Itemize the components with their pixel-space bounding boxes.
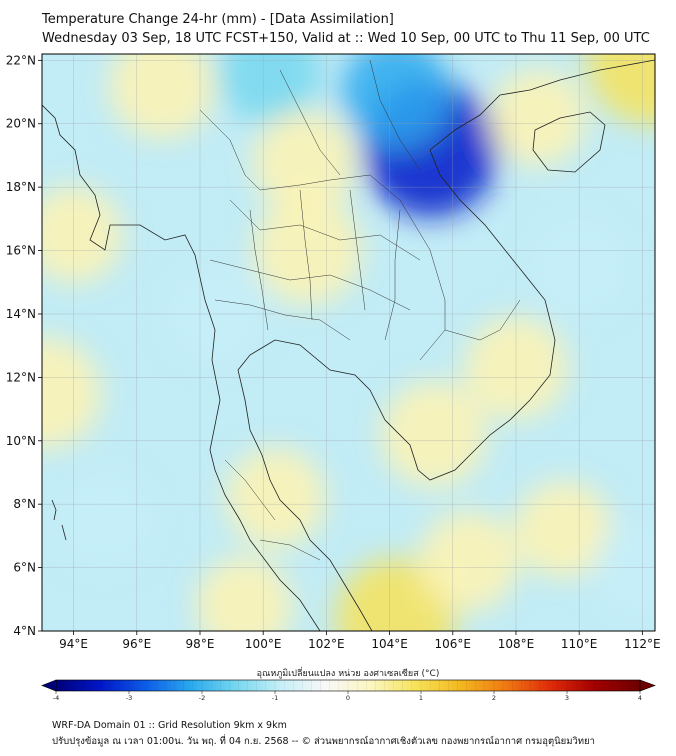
anomaly-cell — [380, 381, 487, 488]
axis-ticks: 94°E 96°E 98°E 100°E 102°E 104°E 106°E 108°E 110… — [6, 53, 661, 651]
colorbar-tick-label: -1 — [272, 694, 278, 702]
map-subtitle: Wednesday 03 Sep, 18 UTC FCST+150, Valid… — [42, 31, 650, 46]
lon-tick-label: 96°E — [122, 637, 151, 651]
anomaly-cell — [418, 511, 519, 612]
footer-credit: ปรับปรุงข้อมูล ณ เวลา 01:00น. วัน พฤ. ที… — [52, 736, 595, 747]
province-borders — [199, 59, 521, 561]
colorbar-tick-label: 1 — [419, 694, 423, 702]
anomaly-cell — [195, 557, 293, 631]
anomaly-cell — [109, 54, 216, 139]
lat-tick-label: 22°N — [6, 53, 36, 67]
lon-tick-label: 108°E — [498, 637, 535, 651]
lon-tick-label: 112°E — [624, 637, 661, 651]
graticule — [42, 54, 655, 632]
lat-tick-label: 6°N — [13, 561, 36, 575]
colorbar-tick-label: 0 — [346, 694, 350, 702]
colorbar-tick-label: -3 — [126, 694, 132, 702]
colorbar-tick-label: -4 — [53, 694, 59, 702]
lat-tick-label: 12°N — [6, 370, 36, 384]
colorbar-ticks: -4 -3 -2 -1 0 1 2 3 4 — [53, 680, 642, 702]
lat-tick-label: 20°N — [6, 117, 36, 131]
lat-tick-label: 16°N — [6, 244, 36, 258]
anomaly-cell — [489, 68, 587, 166]
anomaly-cell — [218, 54, 321, 125]
hainan-coastline — [532, 111, 606, 173]
colorbar-min-arrow — [41, 679, 57, 692]
map-title: Temperature Change 24-hr (mm) - [Data As… — [42, 12, 394, 27]
colorbar-max-arrow — [639, 679, 656, 692]
anomaly-cell — [341, 54, 451, 147]
plot-area — [41, 53, 656, 632]
andaman-islands-coastline — [51, 499, 67, 541]
lon-tick-label: 110°E — [561, 637, 598, 651]
lon-tick-label: 102°E — [308, 637, 345, 651]
anomaly-cell — [586, 54, 655, 126]
lat-tick-label: 8°N — [13, 497, 36, 511]
colorbar-tick-label: 4 — [638, 694, 642, 702]
anomaly-cell — [225, 447, 326, 548]
colorbar-tick-label: 3 — [565, 694, 569, 702]
lon-tick-label: 100°E — [245, 637, 282, 651]
lon-tick-label: 106°E — [435, 637, 472, 651]
colorbar-tick-label: -2 — [199, 694, 205, 702]
mainland-coastline — [42, 59, 655, 631]
plot-frame — [41, 53, 656, 632]
colorbar: อุณหภูมิเปลี่ยนแปลง หน่วย องศาเซลเซียส (… — [41, 666, 656, 702]
lat-tick-label: 4°N — [13, 624, 36, 638]
anomaly-cell — [58, 473, 153, 568]
lon-tick-label: 98°E — [186, 637, 215, 651]
lon-tick-label: 94°E — [59, 637, 88, 651]
anomaly-cell — [514, 481, 612, 579]
footer-model-info: WRF-DA Domain 01 :: Grid Resolution 9km … — [52, 720, 287, 731]
lat-tick-label: 14°N — [6, 307, 36, 321]
lon-tick-label: 104°E — [371, 637, 408, 651]
coastlines — [42, 59, 655, 631]
colorbar-tick-label: 2 — [492, 694, 496, 702]
anomaly-cell — [42, 186, 123, 284]
temperature-anomaly-field — [42, 54, 655, 631]
anomaly-cell — [42, 337, 102, 450]
lat-tick-label: 10°N — [6, 434, 36, 448]
colorbar-title: อุณหภูมิเปลี่ยนแปลง หน่วย องศาเซลเซียส (… — [257, 666, 440, 679]
lat-tick-label: 18°N — [6, 180, 36, 194]
